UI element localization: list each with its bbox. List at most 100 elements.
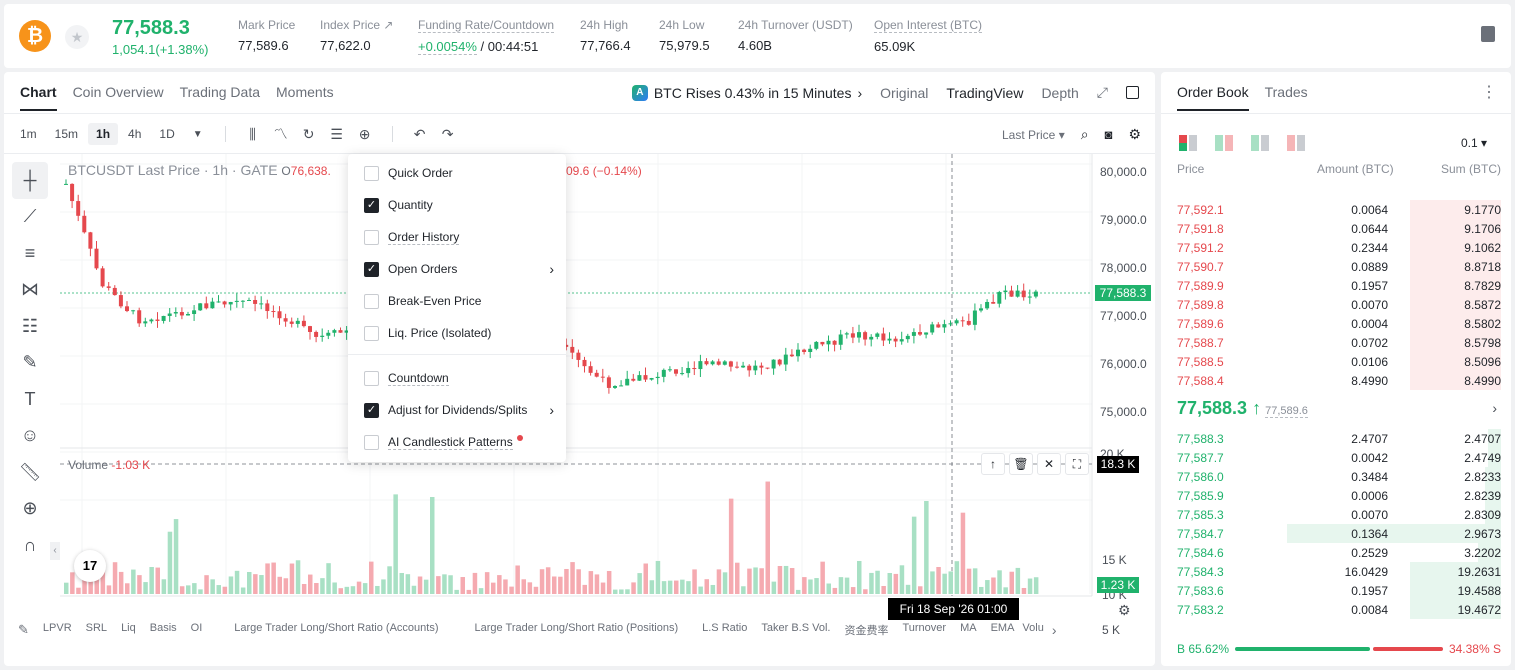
precision-select[interactable]: 0.1 ▾: [1460, 136, 1487, 150]
option-adjust-dividends[interactable]: ✓ Adjust for Dividends/Splits ›: [364, 400, 554, 420]
indicator-ma[interactable]: MA: [960, 622, 977, 634]
indicator-ls-ratio[interactable]: L.S Ratio: [702, 622, 748, 634]
checkbox[interactable]: [364, 434, 379, 450]
view-original[interactable]: Original: [880, 84, 929, 101]
order-row[interactable]: 77,588.7 0.0702 8.5798: [1161, 333, 1511, 352]
compare-icon[interactable]: ↻: [302, 125, 315, 142]
collapse-left-icon[interactable]: ‹: [50, 542, 60, 560]
order-row[interactable]: 77,584.6 0.2529 3.2202: [1161, 543, 1511, 562]
indicator-turnover[interactable]: Turnover: [902, 622, 947, 634]
order-row[interactable]: 77,583.6 0.1957 19.4588: [1161, 581, 1511, 600]
chevron-right-icon[interactable]: ›: [1051, 622, 1057, 638]
order-row[interactable]: 77,587.7 0.0042 2.4749: [1161, 448, 1511, 467]
chevron-right-icon[interactable]: ›: [549, 402, 554, 418]
indicator-taker-vol[interactable]: Taker B.S Vol.: [761, 622, 831, 634]
order-row[interactable]: 77,589.9 0.1957 8.7829: [1161, 276, 1511, 295]
interval-1m[interactable]: 1m: [20, 127, 37, 141]
add-overlay-icon[interactable]: ⊕: [358, 125, 371, 142]
view-depth[interactable]: Depth: [1041, 84, 1079, 101]
chart-settings-icon[interactable]: ⚙: [1118, 602, 1131, 618]
tab-moments[interactable]: Moments: [276, 84, 334, 100]
order-row[interactable]: 77,584.7 0.1364 2.9673: [1161, 524, 1511, 543]
indicator-ema[interactable]: EMA: [990, 622, 1015, 634]
tab-chart[interactable]: Chart: [20, 84, 57, 111]
tab-trading-data[interactable]: Trading Data: [179, 84, 261, 100]
checkbox-checked[interactable]: ✓: [364, 402, 379, 418]
checkbox-checked[interactable]: ✓: [364, 197, 379, 213]
option-countdown[interactable]: Countdown: [364, 368, 554, 388]
magnet-icon[interactable]: ∩: [23, 534, 37, 555]
view-asks-icon[interactable]: [1287, 135, 1305, 151]
interval-4h[interactable]: 4h: [128, 127, 142, 141]
order-row[interactable]: 77,585.9 0.0006 2.8239: [1161, 486, 1511, 505]
ruler-icon[interactable]: 📏︎: [18, 461, 42, 482]
collapse-icon[interactable]: ✕: [1037, 453, 1061, 475]
indicator-oi[interactable]: OI: [190, 622, 203, 634]
order-row[interactable]: 77,589.8 0.0070 8.5872: [1161, 295, 1511, 314]
price-type-select[interactable]: Last Price ▾: [1002, 127, 1065, 142]
chevron-right-icon[interactable]: ›: [549, 261, 554, 277]
view-both-icon[interactable]: [1179, 135, 1197, 151]
order-row[interactable]: 77,584.3 16.0429 19.2631: [1161, 562, 1511, 581]
indicator-volume[interactable]: Volu: [1022, 622, 1044, 634]
more-vertical-icon[interactable]: ⋮: [1481, 84, 1497, 101]
favorite-star-icon[interactable]: ★: [65, 25, 89, 49]
checkbox[interactable]: [364, 229, 379, 245]
mid-price[interactable]: 77,588.3 ↑ 77,589.6 ›: [1177, 398, 1497, 418]
brush-icon[interactable]: ✎: [22, 352, 38, 373]
interval-1d[interactable]: 1D: [159, 127, 175, 141]
indicator-funding-rate[interactable]: 资金费率: [844, 625, 889, 637]
view-split-icon[interactable]: [1215, 135, 1233, 151]
option-break-even-price[interactable]: Break-Even Price: [364, 291, 554, 311]
order-row[interactable]: 77,588.5 0.0106 8.5096: [1161, 352, 1511, 371]
checkbox[interactable]: [364, 165, 379, 181]
option-quick-order[interactable]: Quick Order: [364, 163, 554, 183]
option-liq-price[interactable]: Liq. Price (Isolated): [364, 323, 554, 343]
checkbox-checked[interactable]: ✓: [364, 261, 379, 277]
order-row[interactable]: 77,591.2 0.2344 9.1062: [1161, 238, 1511, 257]
order-row[interactable]: 77,588.4 8.4990 8.4990: [1161, 371, 1511, 390]
crosshair-icon[interactable]: ┼: [12, 162, 48, 199]
order-row[interactable]: 77,591.8 0.0644 9.1706: [1161, 219, 1511, 238]
order-row[interactable]: 77,583.2 0.0084 19.4672: [1161, 600, 1511, 619]
zoom-in-icon[interactable]: ⊕: [22, 498, 38, 519]
stat-index-price[interactable]: Index Price ↗ 77,622.0: [320, 18, 394, 53]
order-row[interactable]: 77,588.3 2.4707 2.4707: [1161, 429, 1511, 448]
fib-icon[interactable]: ☷: [21, 315, 39, 336]
tab-coin-overview[interactable]: Coin Overview: [72, 84, 164, 100]
chevron-right-icon[interactable]: ›: [1492, 400, 1497, 416]
option-open-orders[interactable]: ✓ Open Orders ›: [364, 259, 554, 279]
checkbox[interactable]: [364, 325, 379, 341]
templates-icon[interactable]: ☰: [330, 125, 343, 142]
emoji-icon[interactable]: ☺: [20, 425, 40, 446]
pattern-icon[interactable]: ⋈: [21, 279, 39, 300]
order-row[interactable]: 77,586.0 0.3484 2.8233: [1161, 467, 1511, 486]
order-row[interactable]: 77,592.1 0.0064 9.1770: [1161, 200, 1511, 219]
indicator-ltlsr-positions[interactable]: Large Trader Long/Short Ratio (Positions…: [474, 622, 679, 634]
indicator-lpvr[interactable]: LPVR: [42, 622, 72, 634]
move-up-icon[interactable]: ↑: [981, 453, 1005, 475]
indicators-icon[interactable]: 〽: [273, 126, 288, 142]
option-quantity[interactable]: ✓ Quantity: [364, 195, 554, 215]
redo-icon[interactable]: ↷: [441, 125, 454, 142]
text-icon[interactable]: T: [24, 388, 36, 409]
checkbox[interactable]: [364, 370, 379, 386]
view-tradingview[interactable]: TradingView: [946, 84, 1024, 101]
book-icon[interactable]: [1481, 26, 1495, 42]
interval-15m[interactable]: 15m: [54, 127, 79, 141]
order-row[interactable]: 77,590.7 0.0889 8.8718: [1161, 257, 1511, 276]
option-order-history[interactable]: Order History: [364, 227, 554, 247]
indicator-ltlsr-accounts[interactable]: Large Trader Long/Short Ratio (Accounts): [234, 622, 439, 634]
indicator-liq[interactable]: Liq: [121, 622, 136, 634]
search-icon[interactable]: ⌕: [1080, 126, 1089, 142]
interval-more-icon[interactable]: ▼: [192, 128, 203, 140]
interval-1h[interactable]: 1h: [88, 123, 119, 145]
tab-order-book[interactable]: Order Book: [1177, 84, 1249, 111]
news-ticker[interactable]: A BTC Rises 0.43% in 15 Minutes ›: [631, 84, 862, 101]
order-row[interactable]: 77,585.3 0.0070 2.8309: [1161, 505, 1511, 524]
order-row[interactable]: 77,589.6 0.0004 8.5802: [1161, 314, 1511, 333]
checkbox[interactable]: [364, 293, 379, 309]
option-ai-candlestick[interactable]: AI Candlestick Patterns: [364, 432, 554, 452]
trash-icon[interactable]: 🗑︎: [1009, 453, 1033, 475]
candlestick-type-icon[interactable]: ⫼: [249, 125, 256, 142]
